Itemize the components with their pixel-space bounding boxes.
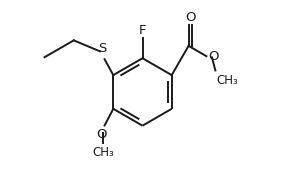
Text: O: O [185,11,196,24]
Text: O: O [208,50,219,63]
Text: CH₃: CH₃ [216,74,238,87]
Text: F: F [139,24,146,37]
Text: O: O [96,128,107,141]
Text: S: S [98,42,106,55]
Text: CH₃: CH₃ [92,146,114,159]
